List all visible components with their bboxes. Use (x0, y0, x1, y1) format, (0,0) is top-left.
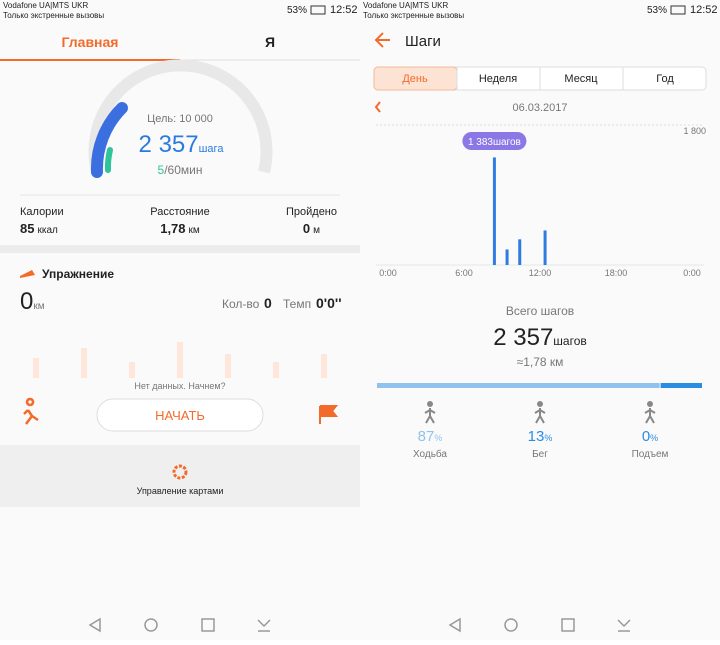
prev-date[interactable] (374, 101, 381, 113)
activity-percent: 0% (642, 428, 658, 445)
tab[interactable]: Главная (62, 34, 119, 50)
run-icon[interactable] (23, 397, 39, 425)
stat-value: 1,78 км (160, 221, 200, 236)
period-tab[interactable]: День (402, 73, 428, 85)
stat-label: Расстояние (150, 206, 209, 218)
total-label: Всего шагов (506, 304, 574, 318)
period-tab[interactable]: Месяц (564, 73, 598, 85)
cards-panel (0, 445, 360, 507)
steps-arc (90, 102, 128, 178)
y-tick-label: 1 800 (683, 126, 706, 136)
x-tick-label: 18:00 (605, 268, 628, 278)
activity-label: Ходьба (413, 448, 447, 460)
pace-label: Темп (283, 297, 311, 311)
activity-icon (644, 408, 656, 424)
placeholder-bars (33, 342, 327, 378)
percent-sign: % (544, 433, 552, 443)
bar (518, 239, 522, 265)
goal-ring (88, 59, 273, 174)
activity-icon (427, 401, 433, 407)
time: 12:52 (690, 4, 718, 16)
activity-icon (424, 408, 436, 424)
back-button[interactable] (374, 32, 390, 48)
stat-label: Пройдено (286, 206, 337, 218)
separator (0, 245, 360, 253)
minutes: 5/60мин (158, 163, 203, 177)
share-bar (660, 383, 702, 388)
percent-value: 0 (642, 428, 650, 445)
goal: Цель: 10 000 (147, 113, 213, 125)
steps-chart: 1 800 0:00 6:00 12:00 18:00 0:00 1 383шагов (376, 124, 706, 278)
percent-sign: % (650, 433, 658, 443)
time: 12:52 (330, 4, 358, 16)
activities: 87% Ходьба 13% Бег 0% Подъем (377, 383, 702, 460)
distance: ≈1,78 км (517, 355, 564, 369)
x-tick-label: 0:00 (683, 268, 701, 278)
x-tick-label: 12:00 (529, 268, 552, 278)
activity-icon (647, 401, 653, 407)
status-note: Только экстренные вызовы (3, 11, 104, 20)
carrier: Vodafone UA|MTS UKR (363, 1, 448, 10)
tab[interactable]: Я (265, 34, 275, 50)
nav-bar[interactable] (448, 617, 631, 633)
activity-label: Подъем (632, 449, 669, 460)
x-tick-label: 6:00 (455, 268, 473, 278)
x-tick-label: 0:00 (379, 268, 397, 278)
carrier: Vodafone UA|MTS UKR (3, 1, 88, 10)
flag-icon[interactable] (319, 405, 339, 424)
activity-percent: 13% (528, 428, 553, 445)
right-screen (360, 0, 720, 640)
status-note: Только экстренные вызовы (363, 11, 464, 20)
minutes-arc (104, 147, 113, 173)
date: 06.03.2017 (512, 102, 567, 114)
total: 2 357шагов (493, 324, 587, 351)
period-tab[interactable]: Год (656, 73, 674, 85)
tooltip (462, 132, 527, 150)
activity-icon (534, 408, 546, 424)
bar (492, 157, 496, 265)
distance: 0км (20, 288, 45, 315)
stat-value: 85 ккал (20, 221, 58, 236)
nav-bar[interactable] (88, 617, 271, 633)
activity-label: Бег (532, 449, 548, 460)
bar (543, 230, 547, 265)
period-tab[interactable]: Неделя (479, 73, 517, 85)
activity-percent: 87% (418, 428, 443, 445)
count: 0 (264, 295, 272, 311)
tooltip-label: 1 383шагов (468, 137, 521, 148)
battery-icon (310, 5, 326, 15)
percent-sign: % (434, 433, 442, 443)
activity-icon (537, 401, 543, 407)
share-bar (377, 383, 660, 388)
percent-value: 87 (418, 428, 435, 445)
battery: 53% (647, 5, 667, 16)
start-label: НАЧАТЬ (155, 408, 205, 423)
battery: 53% (287, 5, 307, 16)
tab-indicator (0, 59, 180, 61)
battery-icon (670, 5, 686, 15)
start-button[interactable] (96, 398, 264, 432)
empty-note: Нет данных. Начнем? (134, 381, 225, 391)
exercise-title: Упражнение (42, 267, 114, 281)
steps: 2 357шага (139, 131, 225, 158)
percent-value: 13 (528, 428, 545, 445)
stat-label: Калории (20, 206, 64, 218)
gear-icon[interactable] (172, 464, 188, 480)
left-screen (0, 0, 360, 640)
screen-title: Шаги (405, 33, 441, 50)
count-label: Кол-во (222, 297, 260, 311)
bar (505, 249, 509, 265)
pace: 0'0'' (316, 295, 342, 311)
shoe-icon (20, 270, 35, 278)
cards-label[interactable]: Управление картами (137, 486, 224, 496)
